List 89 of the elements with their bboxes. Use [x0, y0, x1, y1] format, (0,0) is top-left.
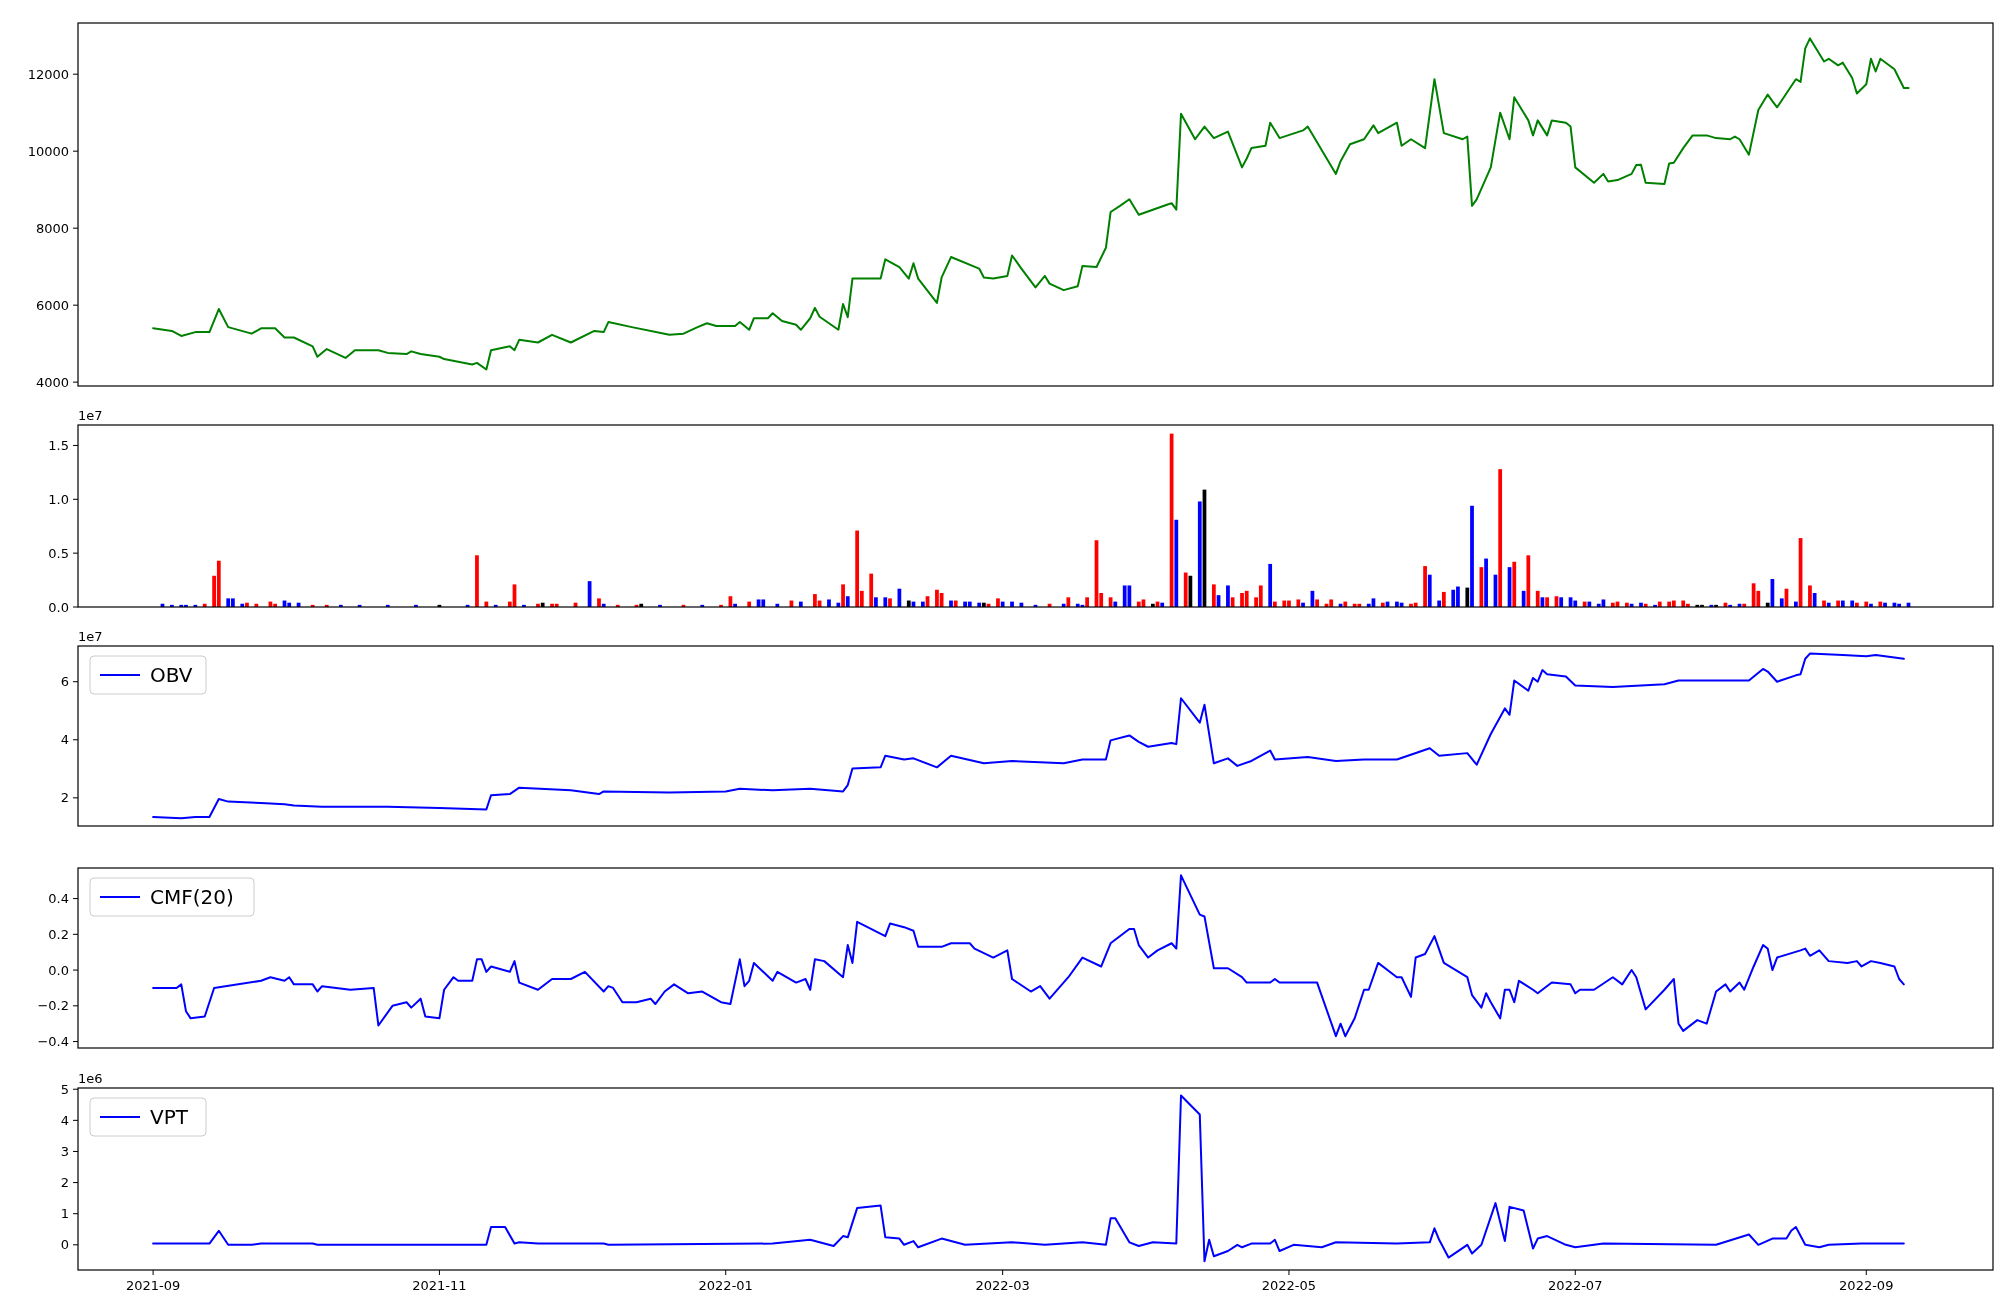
bar [1812, 593, 1817, 607]
y-tick-label: 5 [60, 1081, 69, 1097]
bar [1329, 599, 1334, 607]
bar [883, 597, 888, 607]
bar [1085, 597, 1089, 607]
y-tick-label: 1.5 [48, 438, 69, 454]
bar [1808, 585, 1812, 607]
bar [869, 573, 874, 607]
bar [939, 593, 944, 607]
bar [475, 555, 479, 607]
x-tick-label: 2021-11 [412, 1278, 467, 1293]
bar [597, 598, 601, 607]
bar [1779, 598, 1784, 607]
bar [1244, 590, 1249, 607]
y-tick-label: 4 [60, 732, 69, 748]
y-tick-label: −0.4 [37, 1034, 69, 1050]
bar [1122, 585, 1127, 607]
bar [827, 599, 831, 607]
bar [1174, 519, 1179, 607]
legend-label: VPT [150, 1105, 189, 1129]
bar [1066, 597, 1071, 607]
bar [1226, 585, 1230, 607]
y-tick-label: 2 [60, 790, 69, 806]
y-tick-label: −0.2 [37, 998, 69, 1014]
line-series [152, 1094, 1905, 1263]
bar [855, 530, 860, 607]
y-tick-label: 0.4 [48, 891, 69, 907]
bar [761, 599, 766, 607]
y-tick-label: 12000 [27, 66, 69, 82]
y-tick-label: 6000 [35, 297, 69, 313]
line-series [152, 652, 1905, 820]
bar [1484, 558, 1488, 607]
x-tick-label: 2022-05 [1261, 1278, 1317, 1293]
x-tick-label: 2022-01 [698, 1278, 753, 1293]
bar [1521, 590, 1526, 607]
text: 1e7 [78, 629, 103, 644]
bar [226, 598, 231, 607]
y-tick-label: 0 [60, 1237, 69, 1253]
y-tick-label: 0.0 [48, 962, 69, 978]
bar [1230, 597, 1235, 607]
bar [1315, 599, 1319, 607]
bar [1441, 591, 1446, 607]
bar [874, 597, 878, 607]
text: 1e7 [78, 408, 103, 423]
y-tick-label: 6 [60, 674, 69, 690]
y-tick-label: 1 [60, 1206, 69, 1222]
text: 1e6 [78, 1071, 103, 1086]
bar [1512, 561, 1517, 607]
y-tick-label: 8000 [35, 220, 69, 236]
bar [1427, 574, 1432, 607]
legend-label: OBV [150, 663, 193, 687]
line-series [152, 874, 1905, 1038]
bar [1268, 563, 1273, 607]
bar [1127, 585, 1132, 607]
bar [1470, 505, 1474, 607]
x-tick-label: 2022-03 [975, 1278, 1030, 1293]
bar [216, 560, 221, 607]
y-tick-label: 4000 [35, 374, 69, 390]
bar [1535, 590, 1540, 607]
x-tick-label: 2022-09 [1839, 1278, 1894, 1293]
y-tick-label: 10000 [27, 143, 69, 159]
bar [841, 584, 845, 607]
bar [996, 598, 1000, 607]
legend-label: CMF(20) [150, 885, 234, 909]
y-tick-label: 0.2 [48, 926, 69, 942]
y-tick-label: 2 [60, 1175, 69, 1191]
y-tick-label: 3 [60, 1144, 69, 1160]
bar [1451, 589, 1456, 607]
bar [1296, 599, 1301, 607]
bar [1258, 585, 1263, 607]
bar [888, 598, 892, 607]
x-tick-label: 2021-09 [125, 1278, 181, 1293]
bar [1751, 583, 1756, 607]
bar [1559, 597, 1564, 607]
bar [1545, 597, 1549, 607]
bar [813, 594, 817, 607]
line-series [152, 37, 1910, 371]
bar [1183, 572, 1188, 607]
y-tick-label: 1.0 [48, 491, 69, 507]
bar [1423, 566, 1427, 607]
y-tick-label: 4 [60, 1112, 69, 1128]
x-tick-label: 2022-07 [1548, 1278, 1603, 1293]
bar [845, 596, 850, 607]
bar [1211, 584, 1216, 607]
bar [1526, 555, 1531, 607]
bar [1197, 501, 1202, 607]
y-tick-label: 0.0 [48, 599, 69, 615]
y-tick-label: 0.5 [48, 545, 69, 561]
bar [1498, 469, 1503, 607]
